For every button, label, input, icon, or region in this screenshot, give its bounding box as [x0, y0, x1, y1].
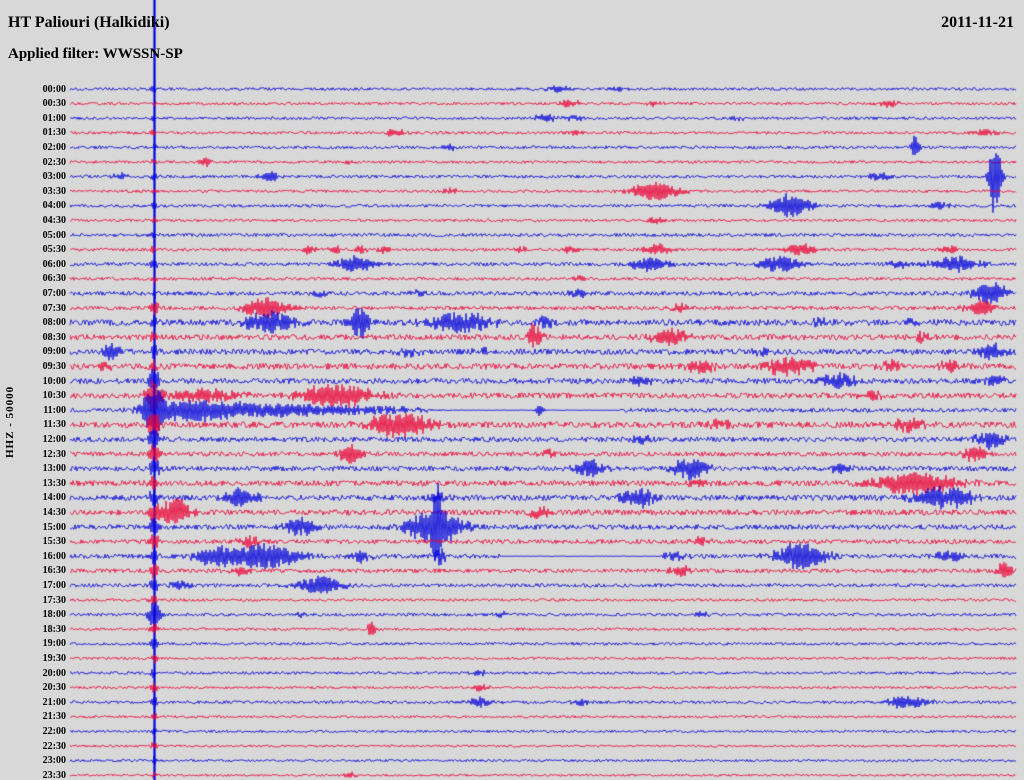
time-label: 22:00: [42, 725, 66, 737]
time-label: 23:00: [42, 755, 66, 767]
time-label: 21:00: [42, 696, 66, 708]
time-label: 06:00: [42, 258, 66, 270]
time-label: 04:30: [42, 214, 66, 226]
time-label: 06:30: [42, 273, 66, 285]
time-label: 22:30: [42, 740, 66, 752]
time-label: 16:30: [42, 565, 66, 577]
time-label: 20:00: [42, 667, 66, 679]
record-date: 2011-11-21: [941, 14, 1014, 31]
time-label: 11:30: [43, 419, 66, 431]
time-label: 09:30: [42, 360, 66, 372]
time-label: 23:30: [42, 769, 66, 780]
time-label: 14:00: [42, 492, 66, 504]
time-label: 00:00: [42, 83, 66, 95]
time-label: 00:30: [42, 98, 66, 110]
time-label: 21:30: [42, 711, 66, 723]
time-label: 07:30: [42, 302, 66, 314]
time-label: 05:00: [42, 229, 66, 241]
time-label: 11:00: [43, 404, 66, 416]
time-label: 07:00: [42, 287, 66, 299]
time-label: 20:30: [42, 682, 66, 694]
channel-scale-label: HHZ - 50000: [4, 385, 16, 458]
time-label: 16:00: [42, 550, 66, 562]
time-label: 18:00: [42, 609, 66, 621]
time-label: 15:00: [42, 521, 66, 533]
time-label: 10:00: [42, 375, 66, 387]
time-label: 03:00: [42, 171, 66, 183]
time-label: 15:30: [42, 536, 66, 548]
time-label: 08:00: [42, 317, 66, 329]
time-label: 17:00: [42, 579, 66, 591]
time-label: 05:30: [42, 244, 66, 256]
time-label: 02:30: [42, 156, 66, 168]
time-label: 14:30: [42, 506, 66, 518]
time-label: 19:00: [42, 638, 66, 650]
time-label: 08:30: [42, 331, 66, 343]
station-title: HT Paliouri (Halkidiki): [8, 14, 170, 31]
time-label: 17:30: [42, 594, 66, 606]
time-label: 09:00: [42, 346, 66, 358]
time-label: 03:30: [42, 185, 66, 197]
time-label: 13:00: [42, 463, 66, 475]
time-label: 10:30: [42, 390, 66, 402]
time-label: 01:30: [42, 127, 66, 139]
filter-label: Applied filter: WWSSN-SP: [8, 46, 183, 62]
time-label: 04:00: [42, 200, 66, 212]
time-label: 12:30: [42, 448, 66, 460]
time-label: 01:00: [42, 112, 66, 124]
time-label: 12:00: [42, 433, 66, 445]
time-label: 19:30: [42, 652, 66, 664]
time-label: 13:30: [42, 477, 66, 489]
time-label: 02:00: [42, 141, 66, 153]
time-label: 18:30: [42, 623, 66, 635]
